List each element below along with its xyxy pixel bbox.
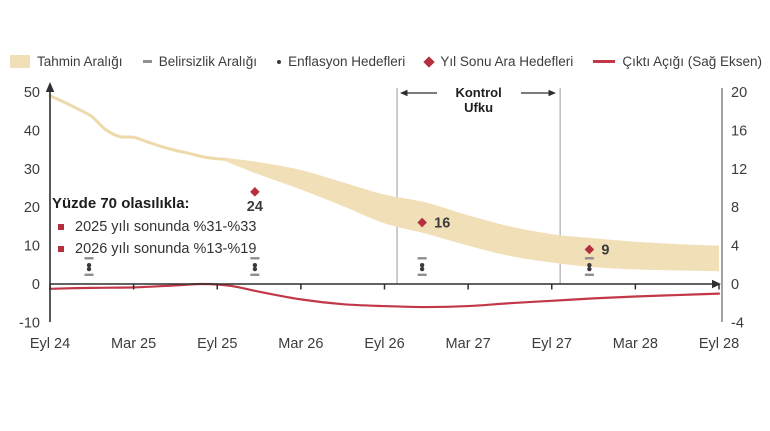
forecast-band-swatch-icon — [10, 55, 30, 68]
legend-label: Yıl Sonu Ara Hedefleri — [440, 54, 574, 69]
yearend-target-diamond — [417, 217, 427, 228]
red-square-bullet-icon — [58, 246, 64, 252]
left-axis-tick-label: 40 — [24, 123, 40, 139]
inflation-target-dot — [86, 266, 92, 272]
x-axis-label: Eyl 28 — [699, 336, 739, 352]
x-axis-label: Eyl 26 — [364, 336, 404, 352]
yearend-target-diamond — [584, 244, 595, 255]
uncertainty-dash-lower — [84, 273, 94, 276]
x-axis-label: Mar 27 — [446, 336, 491, 352]
inflation-target-dot — [419, 266, 425, 272]
yearend-target-value: 16 — [434, 216, 450, 232]
right-axis-tick-label: 4 — [731, 239, 739, 255]
uncertainty-dash-lower — [250, 273, 260, 276]
dash-marker-icon — [142, 60, 152, 63]
inflation-target-dot — [419, 262, 425, 268]
annotation-title: Yüzde 70 olasılıkla: — [52, 195, 190, 212]
left-axis-tick-label: 30 — [24, 162, 40, 178]
x-axis-label: Eyl 25 — [197, 336, 237, 352]
legend-label: Belirsizlik Aralığı — [158, 54, 257, 69]
x-axis-label: Mar 25 — [111, 336, 156, 352]
control-horizon-arrows — [400, 89, 556, 97]
yearend-target-diamond — [250, 187, 260, 197]
chart-legend: Tahmin Aralığı Belirsizlik Aralığı Enfla… — [10, 54, 762, 69]
legend-label: Tahmin Aralığı — [37, 54, 123, 69]
left-axis-tick-label: 0 — [32, 277, 40, 293]
line-marker-icon — [593, 60, 616, 63]
uncertainty-dash-upper — [250, 257, 260, 260]
right-axis-tick-label: -4 — [731, 315, 744, 331]
output-gap-line — [48, 282, 721, 309]
uncertainty-dash-upper — [84, 257, 94, 260]
uncertainty-dash-lower — [584, 273, 594, 276]
x-axis-arrow-icon — [712, 279, 721, 289]
annotation-item-2026: 2026 yılı sonunda %13-%19 — [58, 240, 302, 258]
inflation-target-cluster — [584, 257, 594, 276]
y-axis-arrow-icon — [45, 82, 55, 92]
axes — [45, 82, 721, 322]
legend-item-uncertainty-range: Belirsizlik Aralığı — [142, 54, 257, 69]
dot-marker-icon — [277, 59, 282, 64]
left-axis-tick-label: 20 — [24, 200, 40, 216]
uncertainty-dash-lower — [417, 273, 427, 276]
control-horizon-label: Kontrol Ufku — [438, 85, 520, 115]
right-axis-tick-label: 0 — [731, 277, 739, 293]
right-axis-tick-label: 16 — [731, 123, 747, 139]
legend-item-inflation-targets: Enflasyon Hedefleri — [277, 54, 405, 69]
arrow-right-icon — [548, 89, 556, 97]
inflation-target-dot — [86, 262, 92, 268]
inflation-target-dot — [587, 266, 592, 272]
yearend-target-value: 9 — [601, 242, 609, 258]
legend-item-output-gap: Çıktı Açığı (Sağ Eksen) — [593, 54, 762, 69]
annotation-text: 2025 yılı sonunda %31-%33 — [75, 219, 257, 235]
x-axis-label: Mar 26 — [278, 336, 323, 352]
control-horizon-line2: Ufku — [464, 100, 494, 115]
x-axis-label: Eyl 24 — [30, 336, 70, 352]
inflation-target-cluster — [84, 257, 94, 276]
uncertainty-dash-upper — [417, 257, 427, 260]
left-axis-tick-label: 50 — [24, 85, 40, 101]
inflation-target-dot — [587, 262, 592, 268]
left-axis-tick-label: 10 — [24, 239, 40, 255]
legend-label: Çıktı Açığı (Sağ Eksen) — [622, 54, 762, 69]
uncertainty-dash-upper — [584, 257, 594, 260]
control-horizon-line1: Kontrol — [455, 85, 502, 100]
right-axis-tick-label: 20 — [731, 85, 747, 101]
realized-inflation-line — [48, 94, 226, 161]
yearend-target-value: 24 — [247, 199, 263, 215]
x-axis-label: Mar 28 — [613, 336, 658, 352]
annotation-item-2025: 2025 yılı sonunda %31-%33 — [58, 218, 302, 236]
inflation-target-cluster — [417, 257, 427, 276]
diamond-marker-icon — [423, 55, 436, 68]
inflation-target-cluster — [250, 257, 260, 276]
arrow-left-icon — [400, 89, 408, 97]
forecast-band — [224, 157, 719, 272]
legend-item-forecast-range: Tahmin Aralığı — [10, 54, 123, 69]
right-axis-tick-label: 12 — [731, 162, 747, 178]
right-axis-tick-label: 8 — [731, 200, 739, 216]
x-axis-label: Eyl 27 — [532, 336, 572, 352]
inflation-target-dot — [252, 266, 258, 272]
legend-label: Enflasyon Hedefleri — [288, 54, 406, 69]
probability-annotation: Yüzde 70 olasılıkla: 2025 yılı sonunda %… — [52, 195, 302, 262]
annotation-text: 2026 yılı sonunda %13-%19 — [75, 241, 257, 257]
red-square-bullet-icon — [58, 224, 64, 230]
left-axis-tick-label: -10 — [19, 315, 40, 331]
legend-item-yearend-targets: Yıl Sonu Ara Hedefleri — [423, 54, 574, 69]
inflation-target-dot — [252, 262, 258, 268]
